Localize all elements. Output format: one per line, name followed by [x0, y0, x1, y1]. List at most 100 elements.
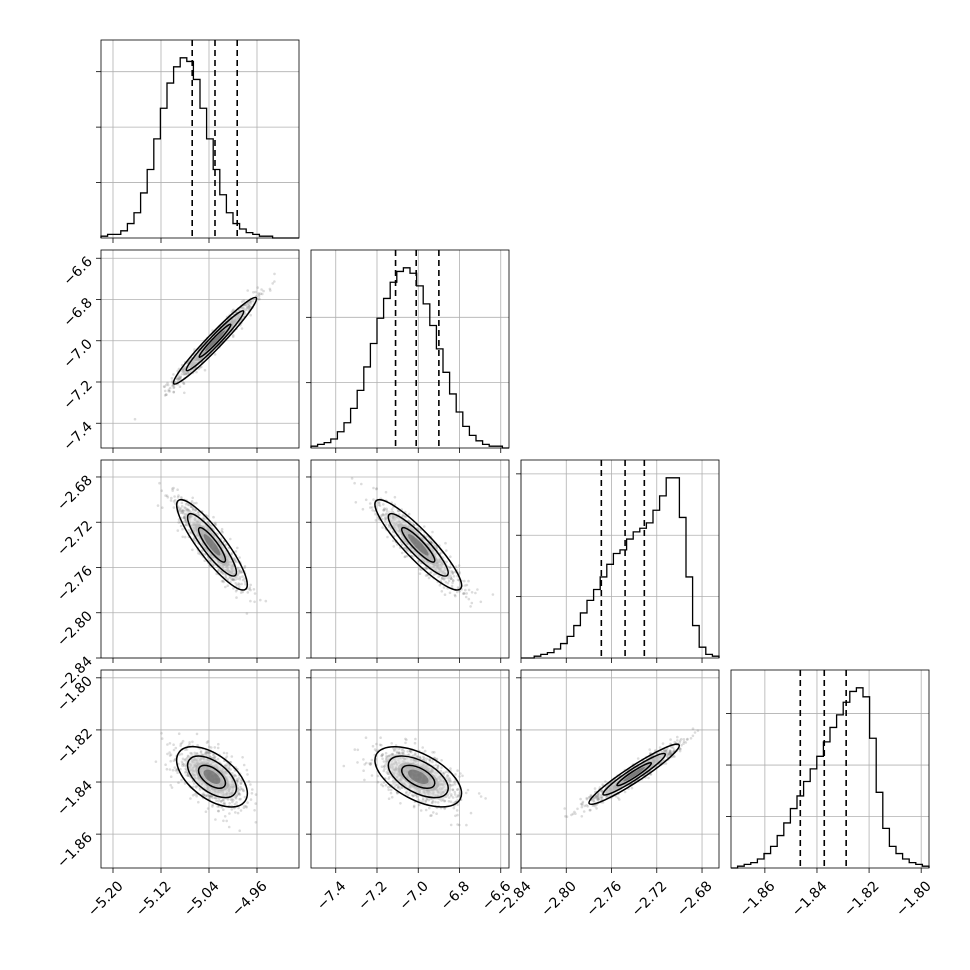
- sample-point: [187, 503, 191, 507]
- sample-point: [240, 300, 244, 304]
- sample-point: [429, 571, 433, 574]
- sample-point: [356, 761, 359, 764]
- sample-point: [374, 512, 377, 516]
- sample-point: [251, 300, 255, 303]
- sample-point: [191, 740, 194, 744]
- sample-point: [230, 808, 234, 811]
- sample-point: [238, 576, 242, 579]
- sample-point: [361, 507, 365, 511]
- sample-point: [428, 806, 431, 810]
- sample-point: [248, 305, 252, 308]
- sample-point: [170, 786, 174, 789]
- sample-point: [419, 809, 423, 812]
- sample-point: [232, 798, 235, 802]
- sample-point: [176, 529, 180, 532]
- sample-point: [413, 741, 417, 745]
- sample-point: [222, 540, 226, 543]
- x-tick-label: −7.4: [314, 878, 349, 913]
- y-tick-label: −6.6: [60, 254, 95, 289]
- sample-point: [243, 580, 247, 583]
- sample-point: [217, 799, 221, 802]
- y-tick-label: −1.82: [54, 725, 96, 767]
- sample-point: [180, 741, 184, 745]
- density-region: [205, 330, 225, 352]
- sample-point: [623, 790, 627, 794]
- histogram-step: [310, 267, 509, 449]
- sample-point: [234, 774, 238, 778]
- sample-point: [463, 592, 466, 595]
- sample-point: [381, 784, 385, 788]
- sample-point: [232, 334, 235, 337]
- sample-point: [256, 286, 260, 289]
- sample-point: [249, 599, 252, 603]
- sample-point: [175, 377, 179, 381]
- y-tick-label: −2.76: [54, 563, 96, 605]
- sample-point: [190, 500, 194, 503]
- sample-point: [221, 531, 224, 534]
- sample-point: [234, 550, 238, 553]
- sample-point: [229, 537, 232, 541]
- sample-point: [229, 768, 232, 771]
- sample-point: [470, 601, 474, 605]
- sample-point: [479, 795, 483, 798]
- sample-point: [384, 783, 388, 787]
- sample-point: [246, 289, 249, 292]
- sample-point: [177, 379, 180, 383]
- sample-point: [225, 755, 229, 758]
- sample-point: [238, 556, 241, 559]
- sample-point: [230, 755, 234, 758]
- sample-point: [254, 802, 257, 805]
- sample-point: [186, 508, 189, 511]
- sample-point: [236, 546, 239, 550]
- sample-point: [456, 769, 459, 772]
- sample-point: [458, 571, 461, 574]
- sample-point: [364, 736, 368, 739]
- sample-point: [247, 307, 251, 310]
- sample-point: [249, 313, 252, 317]
- sample-point: [387, 788, 391, 792]
- sample-point: [215, 572, 218, 576]
- sample-point: [368, 502, 372, 505]
- sample-point: [412, 804, 416, 808]
- sample-point: [231, 309, 234, 313]
- sample-point: [239, 569, 242, 573]
- sample-point: [241, 578, 245, 582]
- sample-point: [219, 571, 222, 574]
- sample-point: [259, 292, 263, 296]
- sample-point: [451, 581, 454, 585]
- panel-frame: [310, 459, 510, 659]
- sample-point: [470, 591, 474, 594]
- sample-point: [188, 741, 191, 744]
- sample-point: [170, 377, 174, 380]
- sample-point: [180, 778, 183, 782]
- sample-point: [186, 503, 190, 507]
- sample-point: [182, 367, 185, 371]
- sample-point: [183, 391, 186, 395]
- sample-point: [382, 760, 386, 763]
- sample-point: [238, 793, 242, 796]
- sample-point: [211, 805, 214, 808]
- sample-point: [424, 799, 427, 803]
- sample-point: [396, 509, 400, 513]
- sample-point: [162, 385, 166, 388]
- contour-line: [175, 498, 249, 591]
- sample-point: [435, 812, 438, 815]
- sample-point: [371, 509, 374, 512]
- sample-point: [418, 572, 422, 575]
- sample-point: [385, 755, 388, 758]
- sample-point: [247, 303, 250, 307]
- sample-point: [195, 732, 199, 736]
- sample-point: [177, 378, 181, 381]
- sample-point: [221, 579, 225, 583]
- sample-point: [250, 792, 254, 795]
- sample-point: [464, 595, 468, 599]
- sample-point: [179, 511, 182, 515]
- sample-point: [446, 582, 450, 585]
- sample-point: [178, 508, 181, 512]
- sample-point: [431, 751, 434, 754]
- sample-point: [676, 739, 679, 742]
- sample-point: [213, 755, 217, 759]
- sample-point: [217, 569, 220, 572]
- sample-point: [210, 746, 213, 749]
- sample-point: [444, 541, 447, 545]
